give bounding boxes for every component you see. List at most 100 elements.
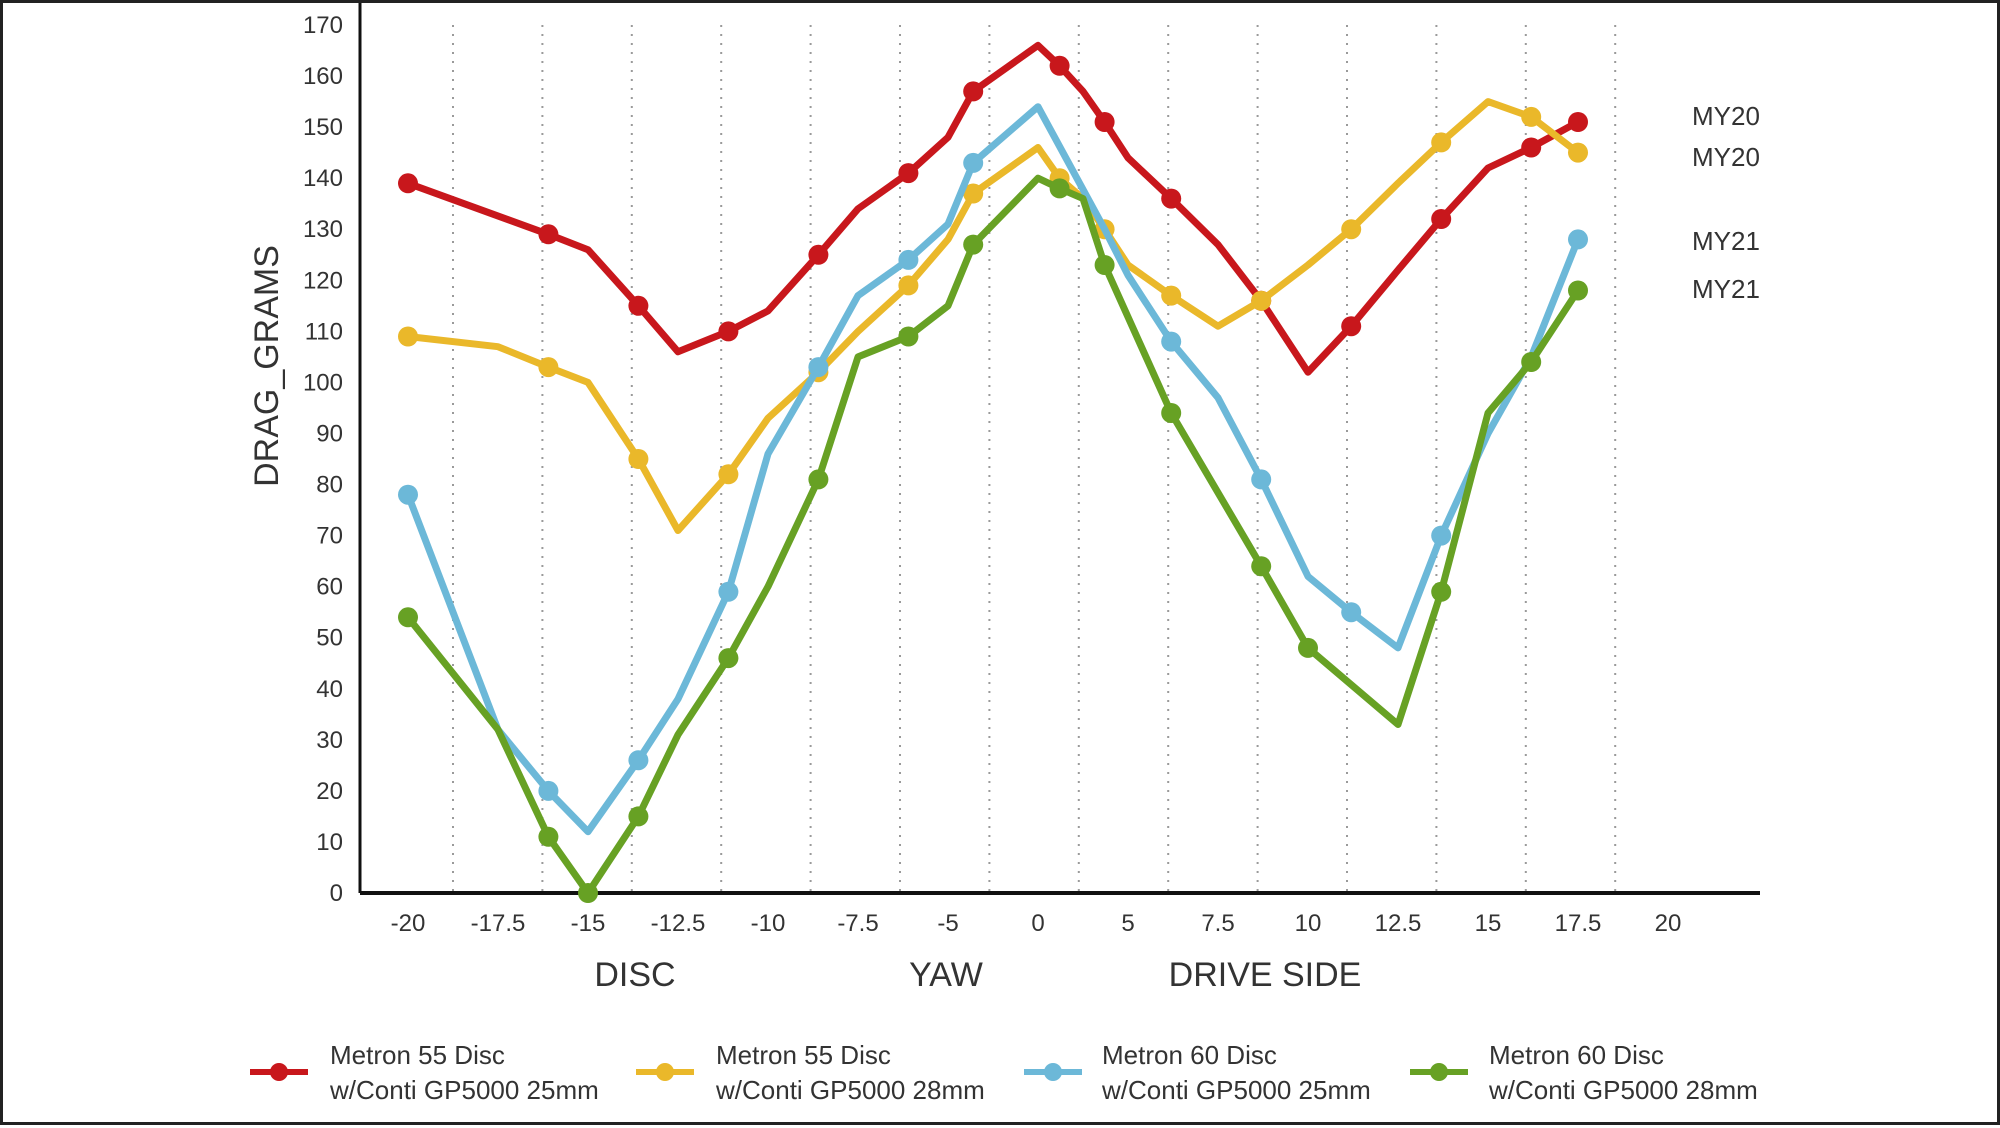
- x-tick-label: -5: [937, 910, 958, 937]
- data-point: [628, 750, 649, 771]
- y-tick-label: 0: [330, 880, 343, 907]
- data-point: [1049, 178, 1070, 199]
- end-label-series-1: MY20: [1692, 101, 1760, 131]
- y-tick-label: 130: [303, 216, 343, 243]
- end-label-series-3: MY21: [1692, 226, 1760, 256]
- legend-label-series-3-line1: Metron 60 Disc: [1102, 1040, 1277, 1070]
- data-point: [898, 326, 919, 347]
- data-point: [538, 224, 559, 245]
- legend-marker-series-2: [656, 1063, 674, 1081]
- data-point: [628, 806, 649, 827]
- x-tick-label: 20: [1655, 910, 1682, 937]
- data-point: [538, 357, 559, 378]
- data-point: [398, 484, 418, 505]
- x-tick-label: -17.5: [471, 910, 526, 937]
- series-line-4: [404, 174, 1582, 897]
- data-point: [578, 883, 598, 903]
- data-point: [1298, 637, 1318, 658]
- legend-label-series-4-line1: Metron 60 Disc: [1489, 1040, 1664, 1070]
- legend-item-series-3: Metron 60 Disc w/Conti GP5000 25mm: [1024, 1040, 1371, 1105]
- x-tick-label: -10: [751, 910, 786, 937]
- legend: Metron 55 Disc w/Conti GP5000 25mm Metro…: [250, 1040, 1758, 1105]
- legend-label-series-2-line1: Metron 55 Disc: [716, 1040, 891, 1070]
- y-tick-label: 120: [303, 267, 343, 294]
- x-tick-label: -7.5: [837, 910, 878, 937]
- data-point: [718, 464, 739, 485]
- vertical-gridlines: [452, 25, 1617, 893]
- data-point: [1094, 112, 1115, 132]
- data-point: [628, 295, 649, 316]
- data-point: [1251, 556, 1272, 577]
- data-point: [1161, 188, 1182, 209]
- y-tick-label: 150: [303, 114, 343, 141]
- y-tick-label: 60: [316, 574, 343, 601]
- data-point: [1568, 112, 1588, 132]
- data-point: [898, 275, 919, 296]
- series-lines: [398, 41, 1588, 903]
- legend-label-series-3-line2: w/Conti GP5000 25mm: [1101, 1075, 1371, 1105]
- data-point: [1341, 316, 1362, 337]
- y-tick-label: 40: [316, 676, 343, 703]
- data-point: [808, 469, 829, 490]
- x-tick-label: -15: [571, 910, 606, 937]
- series-line-2: [404, 98, 1582, 534]
- data-point: [398, 607, 418, 628]
- legend-label-series-4-line2: w/Conti GP5000 28mm: [1488, 1075, 1758, 1105]
- x-group-label-yaw: YAW: [909, 956, 983, 994]
- data-point: [963, 152, 984, 173]
- x-group-label-drive-side: DRIVE SIDE: [1169, 956, 1362, 994]
- data-point: [808, 357, 829, 378]
- data-point: [1161, 285, 1182, 306]
- y-axis-ticks: 0 10 20 30 40 50 60 70 80 90 100 110 120 130 140 150 160…: [303, 12, 343, 907]
- legend-label-series-2-line2: w/Conti GP5000 28mm: [715, 1075, 985, 1105]
- x-tick-label: 0: [1031, 910, 1044, 937]
- y-tick-label: 90: [316, 420, 343, 447]
- data-point: [1521, 106, 1542, 127]
- y-tick-label: 10: [316, 829, 343, 856]
- data-point: [1161, 331, 1182, 352]
- series-1: [398, 41, 1588, 376]
- data-point: [538, 780, 559, 801]
- data-point: [963, 81, 984, 102]
- series-2: [398, 98, 1588, 534]
- data-point: [1049, 55, 1070, 76]
- series-line-1: [404, 41, 1582, 376]
- data-point: [398, 326, 418, 347]
- y-tick-label: 20: [316, 778, 343, 805]
- x-tick-label: -20: [391, 910, 426, 937]
- data-point: [718, 321, 739, 342]
- series-end-labels: MY20 MY20 MY21 MY21: [1692, 101, 1760, 304]
- data-point: [963, 183, 984, 204]
- data-point: [1431, 581, 1452, 602]
- legend-item-series-2: Metron 55 Disc w/Conti GP5000 28mm: [636, 1040, 985, 1105]
- data-point: [628, 449, 649, 469]
- legend-item-series-1: Metron 55 Disc w/Conti GP5000 25mm: [250, 1040, 599, 1105]
- line-chart: 0102030405060708090100110120130140150160…: [248, 3, 1760, 1105]
- data-point: [1251, 290, 1272, 311]
- data-point: [1431, 132, 1452, 153]
- legend-marker-series-4: [1430, 1063, 1448, 1081]
- y-tick-label: 70: [316, 523, 343, 550]
- data-point: [718, 648, 739, 669]
- data-point: [538, 826, 559, 847]
- y-tick-label: 100: [303, 369, 343, 396]
- data-point: [1341, 219, 1362, 240]
- end-label-series-4: MY21: [1692, 274, 1760, 304]
- y-tick-label: 170: [303, 12, 343, 39]
- data-point: [808, 244, 829, 265]
- data-point: [398, 173, 418, 194]
- data-point: [1161, 403, 1182, 423]
- x-tick-label: 17.5: [1555, 910, 1602, 937]
- y-tick-label: 140: [303, 165, 343, 192]
- data-point: [1431, 209, 1452, 229]
- legend-item-series-4: Metron 60 Disc w/Conti GP5000 28mm: [1410, 1040, 1758, 1105]
- legend-label-series-1-line1: Metron 55 Disc: [330, 1040, 505, 1070]
- legend-marker-series-3: [1044, 1063, 1062, 1081]
- data-point: [1094, 255, 1115, 275]
- data-point: [1431, 525, 1452, 546]
- y-tick-label: 30: [316, 727, 343, 754]
- legend-marker-series-1: [270, 1063, 288, 1081]
- y-tick-label: 110: [305, 318, 343, 345]
- data-point: [1341, 602, 1362, 623]
